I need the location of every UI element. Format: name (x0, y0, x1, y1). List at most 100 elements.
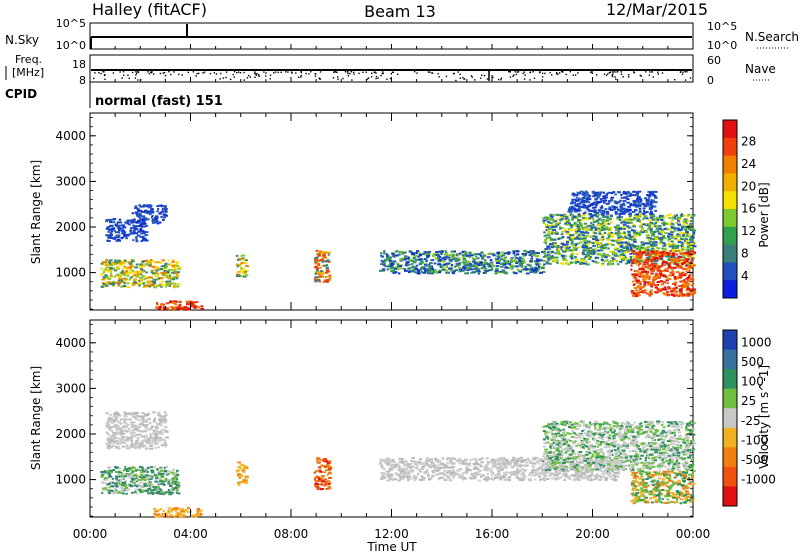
echo-cell (160, 277, 164, 279)
echo-cell (650, 211, 653, 213)
echo-cell (496, 265, 500, 267)
echo-cell (578, 246, 580, 248)
echo-cell (147, 467, 149, 469)
echo-cell (383, 264, 386, 266)
echo-cell (140, 485, 144, 487)
nave-dot (298, 77, 299, 78)
nave-dot (453, 73, 454, 74)
echo-cell (155, 516, 159, 518)
nave-dot (247, 77, 248, 78)
echo-cell (165, 480, 167, 482)
echo-cell (149, 264, 151, 266)
echo-cell (561, 243, 564, 245)
echo-cell (533, 254, 536, 256)
echo-cell (688, 270, 690, 272)
echo-cell (398, 272, 400, 274)
echo-cell (115, 434, 117, 436)
echo-cell (143, 222, 146, 224)
nave-dot (182, 74, 183, 75)
echo-cell (653, 278, 657, 280)
echo-cell (600, 201, 602, 203)
echo-cell (648, 223, 651, 225)
nave-dot (617, 71, 618, 72)
echo-cell (605, 254, 608, 256)
echo-cell (152, 219, 155, 221)
echo-cell (579, 473, 582, 475)
echo-cell (505, 266, 508, 268)
echo-cell (647, 228, 651, 230)
echo-cell (419, 254, 422, 256)
echo-cell (155, 477, 159, 479)
echo-cell (320, 488, 323, 490)
echo-cell (604, 223, 607, 225)
echo-cell (391, 263, 395, 265)
echo-cell (586, 217, 589, 219)
echo-cell (162, 219, 165, 221)
echo-cell (112, 478, 114, 480)
echo-cell (321, 464, 324, 466)
nave-dot (428, 71, 429, 72)
echo-cell (192, 514, 194, 516)
echo-cell (654, 238, 657, 240)
echo-cell (135, 428, 139, 430)
echo-cell (172, 469, 175, 471)
echo-cell (530, 258, 533, 260)
nave-dot (533, 71, 534, 72)
echo-cell (550, 238, 553, 240)
echo-cell (122, 426, 126, 428)
echo-cell (683, 223, 686, 225)
echo-cell (583, 263, 586, 265)
nsky-label: N.Sky (5, 33, 39, 47)
echo-cell (623, 200, 627, 202)
echo-cell (587, 201, 590, 203)
echo-cell (417, 256, 420, 258)
echo-cell (638, 294, 641, 296)
echo-cell (110, 273, 112, 275)
nave-dot (566, 74, 567, 75)
echo-cell (118, 471, 120, 473)
nave-dot (278, 72, 279, 73)
echo-cell (562, 231, 564, 233)
echo-cell (681, 294, 684, 296)
echo-cell (123, 267, 126, 269)
echo-cell (620, 194, 622, 196)
echo-cell (551, 251, 554, 253)
echo-cell (191, 305, 195, 307)
echo-cell (566, 247, 568, 249)
echo-cell (110, 414, 112, 416)
echo-cell (584, 195, 586, 197)
nsearch-label: N.Search (745, 30, 799, 44)
echo-cell (646, 199, 650, 201)
echo-cell (681, 213, 683, 215)
echo-cell (126, 413, 130, 415)
echo-cell (684, 218, 687, 220)
echo-cell (663, 249, 667, 251)
echo-cell (679, 256, 682, 258)
echo-cell (137, 437, 140, 439)
echo-cell (408, 257, 410, 259)
echo-cell (108, 236, 111, 238)
echo-cell (650, 260, 653, 262)
echo-cell (631, 291, 634, 293)
echo-cell (160, 304, 163, 306)
echo-cell (608, 232, 611, 234)
echo-cell (590, 236, 593, 238)
echo-cell (552, 229, 556, 231)
echo-cell (390, 261, 394, 263)
nave-dot (123, 71, 124, 72)
echo-cell (543, 231, 546, 233)
echo-cell (243, 258, 245, 260)
echo-cell (630, 247, 632, 249)
echo-cell (686, 270, 688, 272)
echo-cell (687, 277, 690, 279)
echo-cell (108, 466, 112, 468)
echo-cell (642, 286, 645, 288)
nave-dot (374, 72, 375, 73)
echo-cell (135, 232, 138, 234)
echo-cell (676, 271, 680, 273)
nave-dot (135, 77, 136, 78)
echo-cell (155, 275, 159, 277)
echo-cell (122, 226, 126, 228)
echo-cell (316, 267, 320, 269)
echo-cell (677, 239, 681, 241)
